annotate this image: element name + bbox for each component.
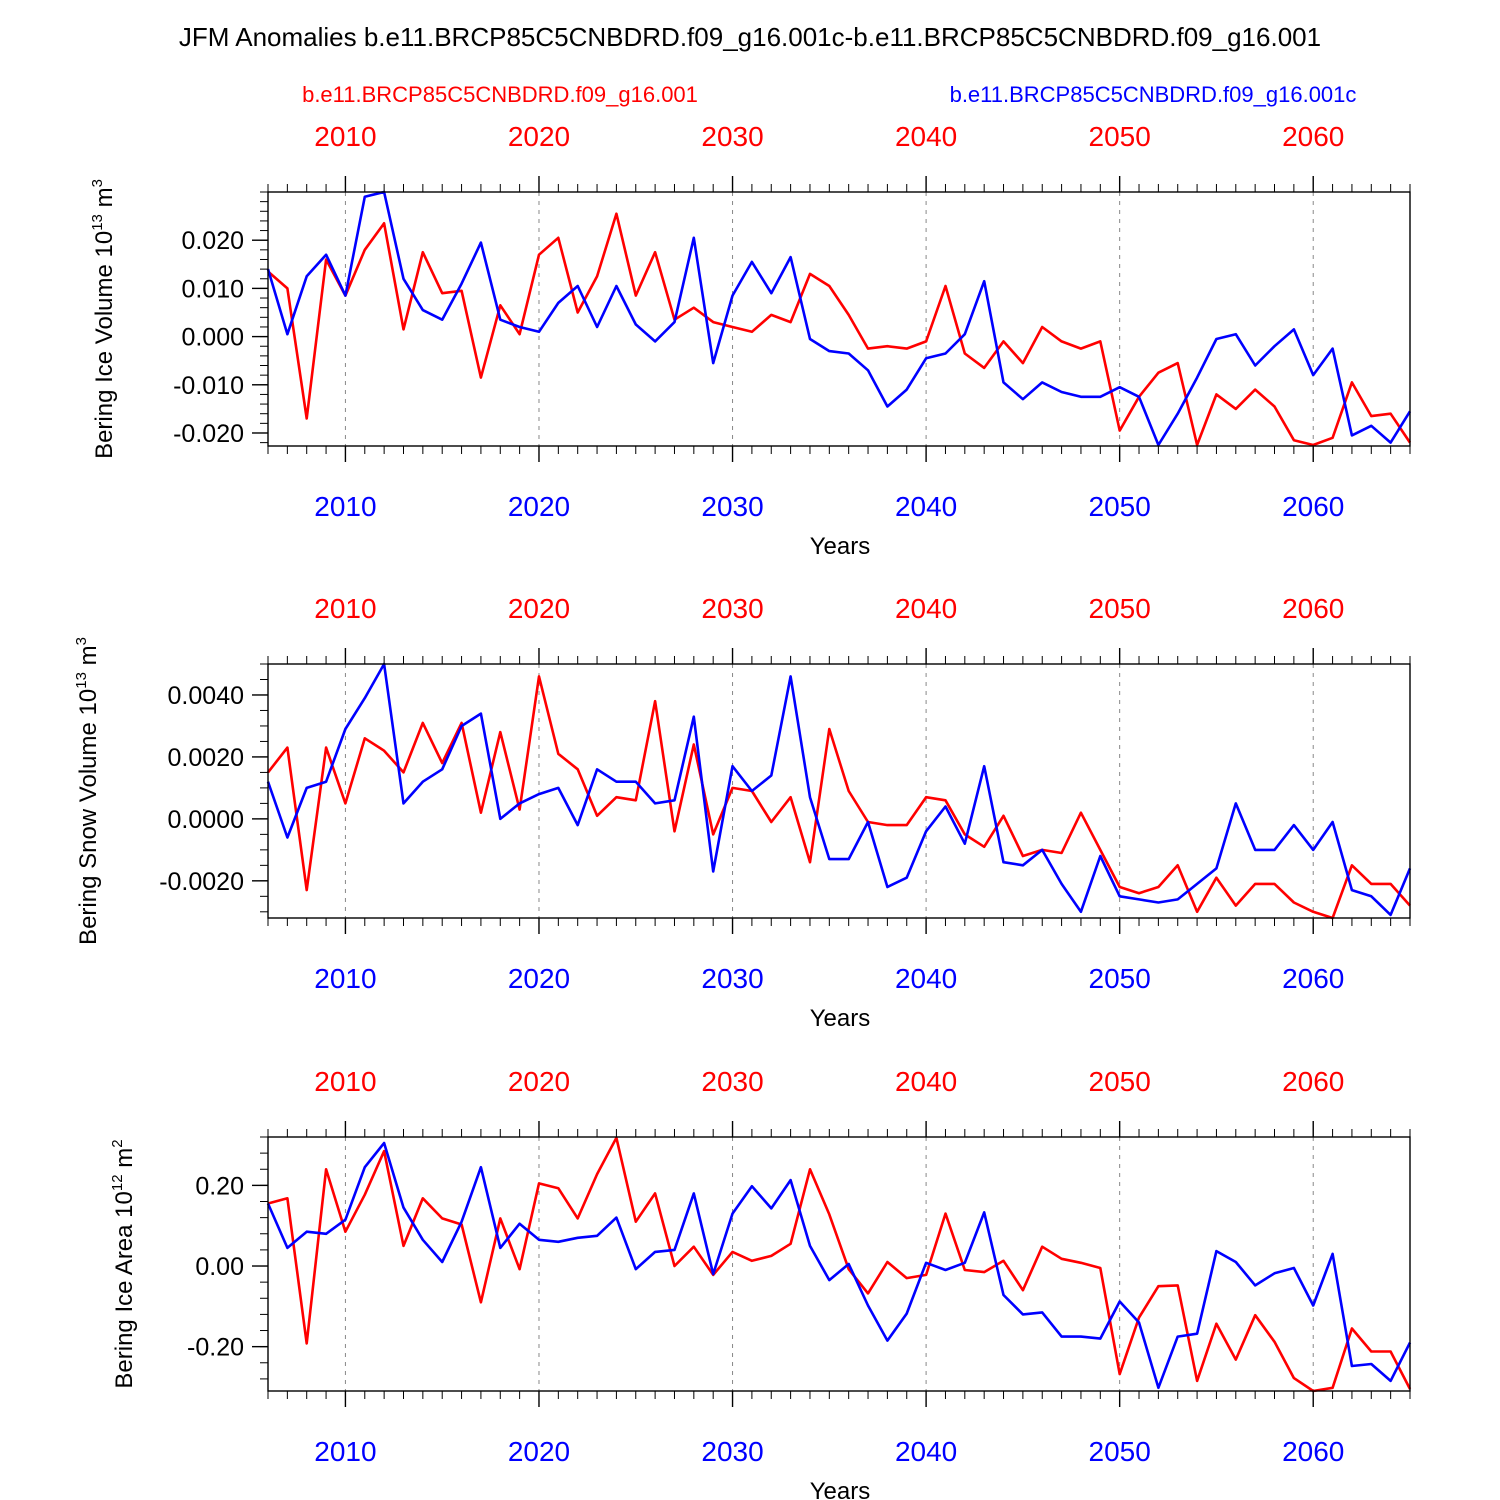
x-bottom-tick-label: 2040 xyxy=(895,1436,957,1467)
x-top-tick-label: 2040 xyxy=(895,1066,957,1097)
x-axis-label: Years xyxy=(810,1478,871,1500)
x-bottom-tick-label: 2010 xyxy=(314,1436,376,1467)
series-line-blue xyxy=(266,662,1412,917)
x-bottom-tick-label: 2050 xyxy=(1089,963,1151,994)
x-top-tick-label: 2050 xyxy=(1089,593,1151,624)
x-top-tick-label: 2050 xyxy=(1089,1066,1151,1097)
series-line-blue xyxy=(266,1141,1412,1390)
y-tick-label: -0.010 xyxy=(173,372,244,400)
legend-red-label: b.e11.BRCP85C5CNBDRD.f09_g16.001 xyxy=(302,82,698,107)
x-top-tick-label: 2010 xyxy=(314,1066,376,1097)
x-top-tick-label: 2060 xyxy=(1282,121,1344,152)
x-bottom-tick-label: 2030 xyxy=(701,491,763,522)
chart-title: JFM Anomalies b.e11.BRCP85C5CNBDRD.f09_g… xyxy=(179,22,1321,52)
x-bottom-tick-label: 2010 xyxy=(314,963,376,994)
x-bottom-tick-label: 2010 xyxy=(314,491,376,522)
x-top-tick-label: 2040 xyxy=(895,593,957,624)
x-top-tick-label: 2020 xyxy=(508,593,570,624)
x-top-tick-label: 2020 xyxy=(508,1066,570,1097)
y-tick-label: -0.0020 xyxy=(159,868,244,896)
y-axis-label: Bering Snow Volume 1013 m3 xyxy=(73,637,102,945)
y-tick-label: 0.010 xyxy=(181,275,244,303)
x-top-tick-label: 2030 xyxy=(701,121,763,152)
y-tick-label: -0.020 xyxy=(173,420,244,448)
x-bottom-tick-label: 2050 xyxy=(1089,1436,1151,1467)
x-bottom-tick-label: 2050 xyxy=(1089,491,1151,522)
panel-1: -0.020 -0.010 0.000 0.010 0.020 2010 2010 2020 2… xyxy=(89,121,1412,560)
x-bottom-tick-label: 2020 xyxy=(508,491,570,522)
y-axis-label: Bering Ice Area 1012 m2 xyxy=(109,1139,138,1388)
x-bottom-tick-label: 2030 xyxy=(701,1436,763,1467)
x-top-tick-label: 2010 xyxy=(314,121,376,152)
x-bottom-tick-label: 2030 xyxy=(701,963,763,994)
x-top-tick-label: 2060 xyxy=(1282,1066,1344,1097)
x-bottom-tick-label: 2040 xyxy=(895,963,957,994)
x-top-tick-label: 2010 xyxy=(314,593,376,624)
x-axis-label: Years xyxy=(810,533,871,560)
series-line-red xyxy=(267,1136,1412,1393)
x-bottom-tick-label: 2060 xyxy=(1282,963,1344,994)
x-top-tick-label: 2030 xyxy=(701,593,763,624)
x-top-tick-label: 2060 xyxy=(1282,593,1344,624)
x-bottom-tick-label: 2060 xyxy=(1282,491,1344,522)
x-bottom-tick-label: 2060 xyxy=(1282,1436,1344,1467)
plot-frame xyxy=(267,663,1411,919)
series-line-red xyxy=(266,675,1411,920)
y-tick-label: 0.20 xyxy=(195,1172,244,1200)
plot-frame xyxy=(267,191,1411,447)
x-top-tick-label: 2050 xyxy=(1089,121,1151,152)
y-tick-label: 0.0040 xyxy=(168,682,244,710)
y-tick-label: 0.000 xyxy=(181,324,244,352)
x-bottom-tick-label: 2020 xyxy=(508,1436,570,1467)
y-axis-label: Bering Ice Volume 1013 m3 xyxy=(89,179,118,459)
panel-3: -0.20 0.00 0.20 2010 2010 2020 2020 2030 2030 204… xyxy=(109,1066,1412,1500)
y-tick-label: 0.0020 xyxy=(168,744,244,772)
y-tick-label: 0.00 xyxy=(195,1253,244,1281)
panel-2: -0.0020 0.0000 0.0020 0.0040 2010 2010 2020 202… xyxy=(73,593,1412,1032)
plot-frame xyxy=(267,1136,1411,1392)
x-top-tick-label: 2030 xyxy=(701,1066,763,1097)
series-line-red xyxy=(267,212,1412,447)
x-axis-label: Years xyxy=(810,1005,871,1032)
x-top-tick-label: 2020 xyxy=(508,121,570,152)
y-tick-label: -0.20 xyxy=(187,1334,244,1362)
series-line-blue xyxy=(266,190,1412,447)
y-tick-label: 0.020 xyxy=(181,227,244,255)
x-bottom-tick-label: 2020 xyxy=(508,963,570,994)
y-tick-label: 0.0000 xyxy=(168,806,244,834)
x-bottom-tick-label: 2040 xyxy=(895,491,957,522)
legend-blue-label: b.e11.BRCP85C5CNBDRD.f09_g16.001c xyxy=(950,82,1357,107)
x-top-tick-label: 2040 xyxy=(895,121,957,152)
